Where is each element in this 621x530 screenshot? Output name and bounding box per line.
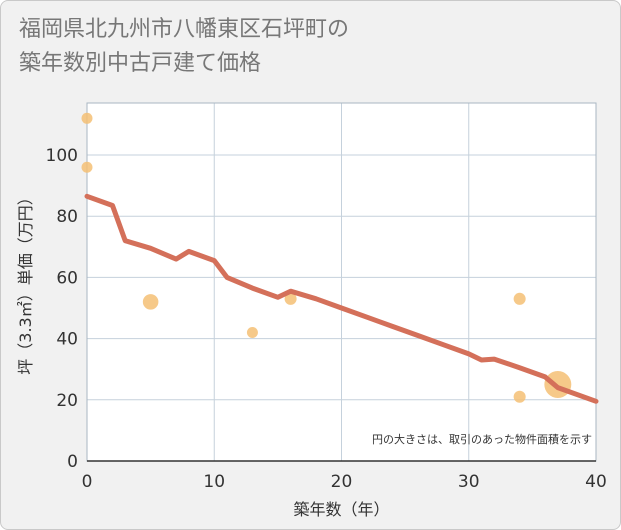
y-tick-label: 0 [67, 452, 78, 472]
chart-title: 福岡県北九州市八幡東区石坪町の 築年数別中古戸建て価格 [19, 13, 349, 81]
y-tick-label: 20 [56, 391, 78, 411]
x-tick-label: 10 [203, 472, 225, 492]
y-axis-title: 坪（3.3㎡）単価（万円） [16, 189, 35, 374]
x-tick-label: 40 [585, 472, 607, 492]
x-tick-label: 0 [82, 472, 93, 492]
data-point [81, 112, 93, 124]
y-tick-label: 40 [56, 330, 78, 350]
x-tick-label: 20 [331, 472, 353, 492]
y-tick-label: 100 [46, 146, 78, 166]
data-point [284, 292, 297, 305]
chart-title-line2: 築年数別中古戸建て価格 [19, 51, 262, 76]
data-point [246, 326, 258, 338]
data-point [513, 390, 526, 403]
trend-line [84, 193, 599, 404]
data-point [513, 292, 526, 305]
data-point [142, 294, 159, 310]
y-tick-label: 60 [56, 268, 78, 288]
x-tick-label: 30 [458, 472, 480, 492]
size-legend-note: 円の大きさは、取引のあった物件面積を示す [372, 432, 592, 446]
y-tick-label: 80 [56, 207, 78, 227]
x-axis-title: 築年数（年） [293, 500, 389, 519]
data-point [81, 161, 93, 173]
chart-title-line1: 福岡県北九州市八幡東区石坪町の [19, 17, 350, 42]
